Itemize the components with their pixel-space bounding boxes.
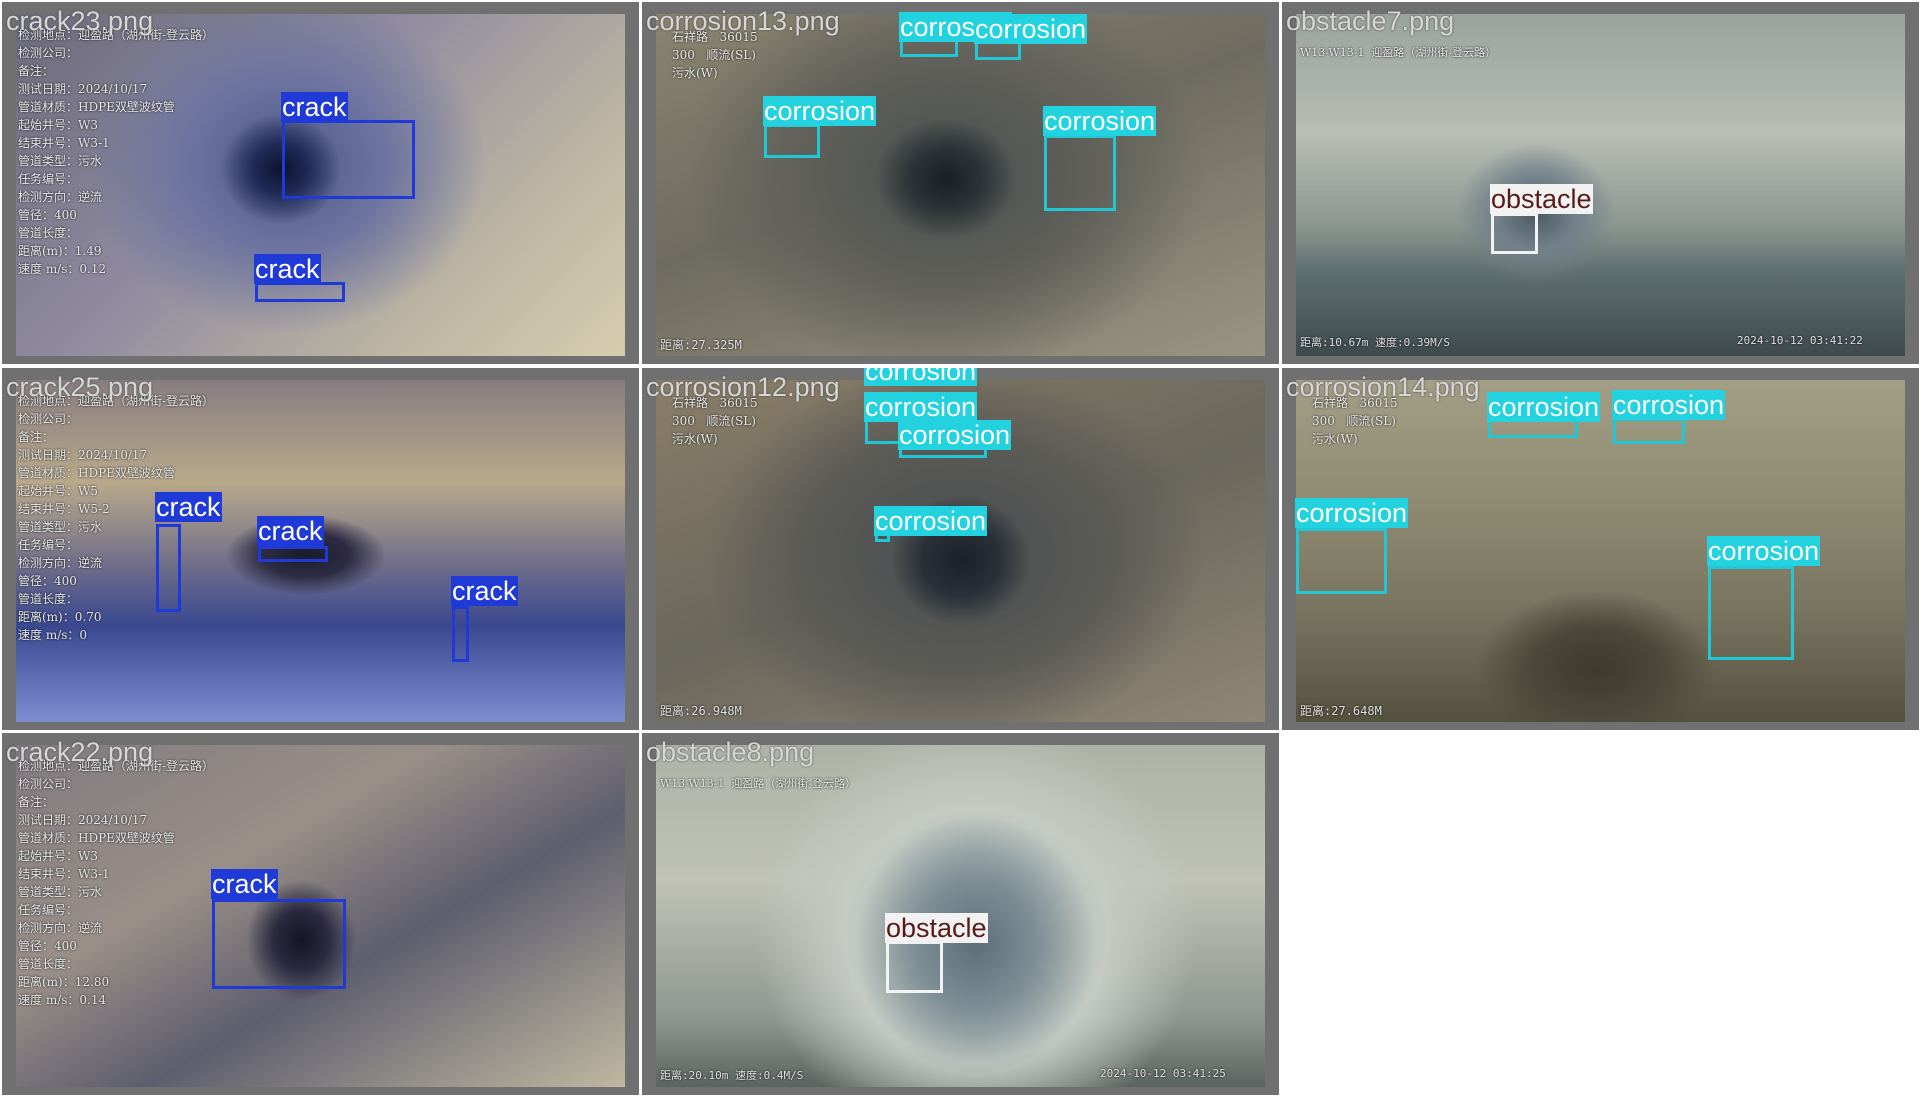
filename-label: corrosion14.png	[1286, 372, 1480, 402]
detection-label-corrosion: corrosion	[864, 368, 978, 386]
filename-label: obstacle7.png	[1286, 6, 1455, 36]
distance-speed-readout: 距离:10.67m 速度:0.39M/S	[1300, 336, 1450, 349]
detection-label-corrosion: corrosion	[763, 96, 877, 126]
detection-box-crack	[282, 120, 415, 199]
detection-label-crack: crack	[281, 92, 348, 122]
distance-readout: 距离:27.648M	[1300, 704, 1382, 718]
filename-label: corrosion12.png	[646, 372, 840, 402]
detection-label-crack: crack	[257, 516, 324, 546]
detection-box-crack	[255, 282, 345, 302]
detection-label-obstacle: obstacle	[1490, 184, 1593, 214]
detection-box-obstacle	[1491, 213, 1538, 254]
detection-label-crack: crack	[254, 254, 321, 284]
image-panel-crack23: crack23.png 检测地点：迎盈路（湖州街-登云路） 检测公司： 备注： …	[2, 2, 639, 364]
image-panel-crack25: crack25.png 检测地点：迎盈路（湖州街-登云路） 检测公司： 备注： …	[2, 368, 639, 730]
detection-label-corrosion: corrosion	[1295, 498, 1409, 528]
inspection-overlay-text: 石祥路 36015 300 顺流(SL) 污水(W)	[672, 396, 758, 446]
timestamp: 2024-10-12 03:41:22	[1737, 334, 1863, 347]
detection-label-corrosion: corrosion	[898, 420, 1012, 450]
detection-box-corrosion	[1708, 566, 1794, 660]
detection-box-corrosion	[1044, 135, 1116, 211]
detection-label-corrosion: corrosion	[1487, 392, 1601, 422]
image-panel-corrosion14: corrosion14.png 石祥路 36015 300 顺流(SL) 污水(…	[1282, 368, 1919, 730]
detection-label-corrosion: corrosion	[1707, 536, 1821, 566]
inspection-overlay-text: W13-W13-1 迎盈路（湖州街-登云路）	[1300, 46, 1497, 59]
detection-label-obstacle: obstacle	[885, 913, 988, 943]
detection-label-corrosion: corrosion	[864, 392, 978, 422]
inspection-overlay-text: W13-W13-1 迎盈路（湖州街-登云路）	[660, 777, 857, 790]
detection-box-crack	[156, 524, 181, 612]
detection-label-corrosion: corrosion	[874, 506, 988, 536]
detection-box-corrosion	[1296, 528, 1387, 594]
detection-box-crack	[212, 899, 346, 989]
detection-label-corrosion: corrosion	[1043, 106, 1157, 136]
inspection-overlay-text: 检测地点：迎盈路（湖州街-登云路） 检测公司： 备注： 测试日期：2024/10…	[18, 394, 215, 642]
inspection-overlay-text: 检测地点：迎盈路（湖州街-登云路） 检测公司： 备注： 测试日期：2024/10…	[18, 28, 215, 276]
detection-box-obstacle	[886, 941, 943, 993]
detection-label-corrosion: corrosion	[974, 14, 1088, 44]
filename-label: crack25.png	[6, 372, 154, 402]
detection-box-crack	[452, 606, 469, 662]
image-panel-crack22: crack22.png 检测地点：迎盈路（湖州街-登云路） 检测公司： 备注： …	[2, 733, 639, 1095]
distance-readout: 距离:26.948M	[660, 704, 742, 718]
filename-label: corrosion13.png	[646, 6, 840, 36]
distance-speed-readout: 距离:20.10m 速度:0.4M/S	[660, 1069, 804, 1082]
pipe-photo	[656, 14, 1265, 356]
filename-label: crack23.png	[6, 6, 154, 36]
image-panel-obstacle8: obstacle8.png W13-W13-1 迎盈路（湖州街-登云路） 距离:…	[642, 733, 1279, 1095]
detection-label-corrosion: corrosion	[1612, 390, 1726, 420]
distance-readout: 距离:27.325M	[660, 338, 742, 352]
detection-box-corrosion	[764, 124, 820, 158]
detection-box-corrosion	[1613, 418, 1685, 444]
pipe-photo	[16, 380, 625, 722]
pipe-photo	[1296, 14, 1905, 356]
inspection-overlay-text: 检测地点：迎盈路（湖州街-登云路） 检测公司： 备注： 测试日期：2024/10…	[18, 759, 215, 1007]
image-panel-obstacle7: obstacle7.png W13-W13-1 迎盈路（湖州街-登云路） 距离:…	[1282, 2, 1919, 364]
detection-label-crack: crack	[211, 869, 278, 899]
filename-label: crack22.png	[6, 737, 154, 767]
filename-label: obstacle8.png	[646, 737, 815, 767]
detection-label-crack: crack	[155, 492, 222, 522]
inspection-overlay-text: 石祥路 36015 300 顺流(SL) 污水(W)	[1312, 396, 1398, 446]
detection-box-crack	[258, 546, 328, 562]
detection-label-crack: crack	[451, 576, 518, 606]
inspection-overlay-text: 石祥路 36015 300 顺流(SL) 污水(W)	[672, 30, 758, 80]
image-panel-corrosion12: corrosion12.png 石祥路 36015 300 顺流(SL) 污水(…	[642, 368, 1279, 730]
pipe-photo	[16, 745, 625, 1087]
image-panel-corrosion13: corrosion13.png 石祥路 36015 300 顺流(SL) 污水(…	[642, 2, 1279, 364]
timestamp: 2024-10-12 03:41:25	[1100, 1067, 1226, 1080]
